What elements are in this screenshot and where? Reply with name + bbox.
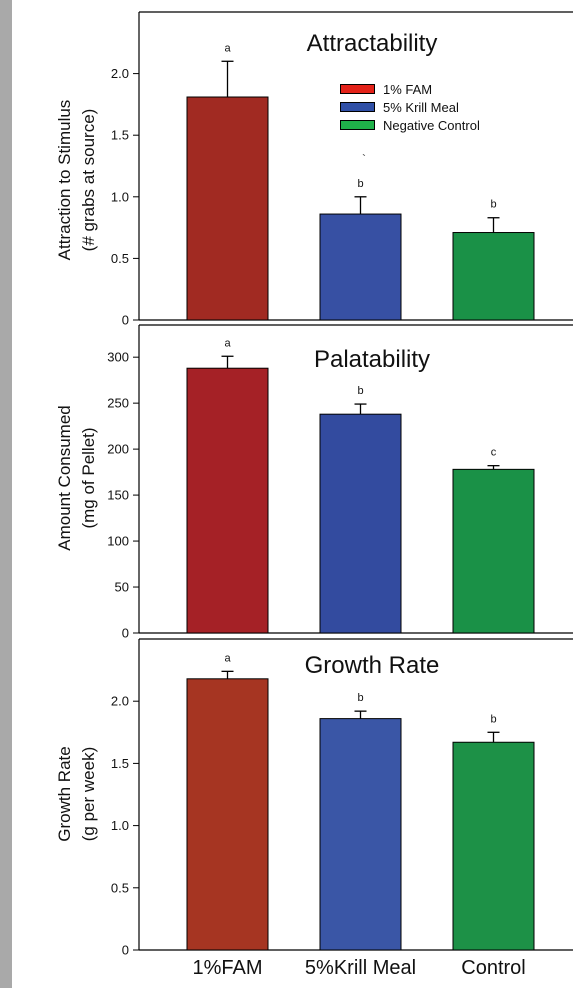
- growth-rate-y-tick-label: 1.5: [111, 756, 129, 771]
- legend-swatch-krill: [340, 102, 375, 112]
- legend-item-krill: 5% Krill Meal: [340, 98, 480, 116]
- legend-item-control: Negative Control: [340, 116, 480, 134]
- palatability-y-tick-label: 250: [107, 396, 129, 411]
- attractability-y-tick-label: 1.0: [111, 189, 129, 204]
- growth-rate-sig-letter-control: b: [490, 713, 496, 725]
- palatability-sig-letter-krill: b: [357, 385, 363, 397]
- growth-rate-bar-control: [452, 741, 535, 951]
- legend-swatch-control: [340, 120, 375, 130]
- palatability-bar-control: [452, 468, 535, 634]
- attractability-bar-fam: [186, 96, 269, 321]
- growth-rate-y-tick-label: 1.0: [111, 818, 129, 833]
- palatability-y-tick-label: 150: [107, 488, 129, 503]
- attractability-bar-krill: [319, 213, 402, 321]
- palatability-ylabel-line: (mg of Pellet): [79, 427, 98, 528]
- growth-rate-title: Growth Rate: [305, 652, 440, 679]
- growth-rate-y-tick-label: 0: [122, 943, 129, 958]
- attractability-stray-mark: `: [362, 152, 366, 166]
- growth-rate-sig-letter-fam: a: [224, 652, 231, 664]
- growth-rate-x-tick-label-krill: 5%Krill Meal: [305, 957, 416, 979]
- attractability-y-tick-label: 0: [122, 313, 129, 328]
- growth-rate-ylabel-line: Growth Rate: [55, 746, 74, 841]
- attractability-title: Attractability: [307, 30, 438, 57]
- palatability-y-tick-label: 300: [107, 350, 129, 365]
- palatability-bar-krill: [319, 413, 402, 634]
- palatability-y-tick-label: 50: [115, 580, 129, 595]
- attractability-bar-control: [452, 232, 535, 321]
- attractability-y-tick-label: 0.5: [111, 251, 129, 266]
- attractability-ylabel-line: Attraction to Stimulus: [55, 100, 74, 261]
- palatability-y-tick-label: 0: [122, 626, 129, 641]
- growth-rate-bar-fam: [186, 678, 269, 951]
- growth-rate-y-tick-label: 2.0: [111, 694, 129, 709]
- growth-rate-x-tick-label-fam: 1%FAM: [192, 957, 262, 979]
- attractability-ylabel-line: (# grabs at source): [79, 109, 98, 252]
- growth-rate-sig-letter-krill: b: [357, 692, 363, 704]
- palatability-y-tick-label: 200: [107, 442, 129, 457]
- palatability-title: Palatability: [314, 346, 430, 373]
- legend-label-krill: 5% Krill Meal: [383, 99, 459, 115]
- palatability-y-tick-label: 100: [107, 534, 129, 549]
- growth-rate-y-tick-label: 0.5: [111, 880, 129, 895]
- growth-rate-ylabel-line: (g per week): [79, 747, 98, 841]
- attractability-y-tick-label: 2.0: [111, 66, 129, 81]
- attractability-sig-letter-krill: b: [357, 178, 363, 190]
- palatability-sig-letter-control: c: [491, 447, 497, 459]
- legend-label-fam: 1% FAM: [383, 81, 433, 97]
- legend-item-fam: 1% FAM: [340, 80, 480, 98]
- palatability-ylabel-line: Amount Consumed: [55, 405, 74, 551]
- palatability-bar-fam: [186, 367, 269, 634]
- attractability-sig-letter-fam: a: [224, 42, 231, 54]
- legend-label-control: Negative Control: [383, 117, 480, 133]
- growth-rate-bar-krill: [319, 718, 402, 951]
- legend: 1% FAM 5% Krill Meal Negative Control: [340, 80, 480, 134]
- palatability-sig-letter-fam: a: [224, 337, 231, 349]
- attractability-sig-letter-control: b: [490, 199, 496, 211]
- attractability-y-tick-label: 1.5: [111, 128, 129, 143]
- growth-rate-x-tick-label-control: Control: [461, 957, 525, 979]
- legend-swatch-fam: [340, 84, 375, 94]
